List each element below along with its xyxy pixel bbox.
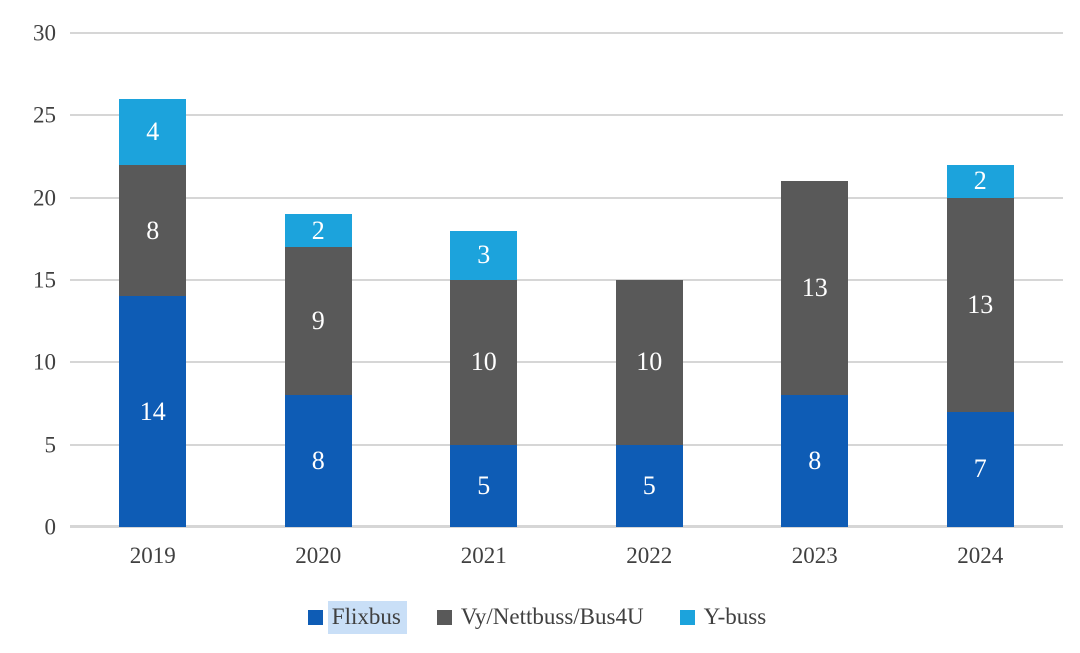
bar-segment: 10	[615, 280, 683, 445]
y-tick-label: 25	[33, 102, 56, 128]
bar-segment: 5	[615, 444, 683, 527]
stacked-bar-2020: 8 9 2	[284, 214, 352, 527]
gridline	[70, 279, 1063, 281]
y-tick-label: 15	[33, 267, 56, 293]
bar-segment: 2	[284, 214, 352, 248]
legend-swatch-icon	[679, 610, 695, 626]
data-label: 8	[146, 215, 160, 245]
legend-item: Y-buss	[679, 601, 773, 634]
bar-segment: 7	[946, 411, 1014, 527]
y-tick-label: 10	[33, 349, 56, 375]
gridline	[70, 196, 1063, 199]
y-tick-label: 30	[33, 20, 56, 46]
y-tick-label: 20	[33, 185, 56, 211]
stacked-bar-2024: 7 13 2	[946, 164, 1014, 527]
data-label: 7	[973, 454, 987, 484]
legend-label: Vy/Nettbuss/Bus4U	[460, 604, 644, 629]
y-tick-label: 5	[44, 432, 57, 458]
data-label: 8	[808, 446, 822, 476]
bar-segment: 8	[119, 164, 187, 297]
x-tick-label: 2019	[129, 543, 176, 568]
legend-label: Y-buss	[703, 604, 767, 629]
x-tick-label: 2023	[791, 543, 838, 568]
y-axis: 0 5 10 15 20 25 30	[0, 22, 57, 539]
stacked-bar-2023: 8 13	[781, 181, 849, 527]
data-label: 8	[311, 446, 325, 476]
x-tick-label: 2024	[957, 543, 1004, 568]
bar-segment: 2	[946, 164, 1014, 198]
bar-segment: 4	[119, 98, 187, 165]
bar-segment: 10	[450, 280, 518, 445]
legend-label: Flixbus	[327, 601, 407, 635]
gridline	[70, 443, 1063, 446]
data-label: 13	[801, 273, 828, 303]
bar-segment: 13	[946, 197, 1014, 412]
legend-item: Flixbus	[307, 601, 407, 635]
gridline	[70, 32, 1063, 35]
legend: Flixbus Vy/Nettbuss/Bus4U Y-buss	[0, 601, 1080, 635]
bar-segment: 14	[119, 296, 187, 527]
stacked-bar-2022: 5 10	[615, 280, 683, 527]
data-label: 4	[146, 116, 160, 146]
x-axis: 2019 2020 2021 2022 2023 2024	[70, 543, 1063, 579]
legend-item: Vy/Nettbuss/Bus4U	[436, 601, 650, 634]
x-tick-label: 2021	[460, 543, 507, 568]
stacked-bar-2019: 14 8 4	[119, 98, 187, 527]
data-label: 2	[973, 166, 987, 196]
data-label: 9	[311, 306, 325, 336]
data-label: 10	[636, 347, 663, 377]
data-label: 5	[642, 470, 656, 500]
data-label: 3	[477, 240, 491, 270]
bar-segment: 5	[450, 444, 518, 527]
data-label: 2	[311, 215, 325, 245]
gridline	[70, 114, 1063, 117]
legend-swatch-icon	[307, 610, 323, 626]
data-label: 10	[470, 347, 497, 377]
x-tick-label: 2022	[626, 543, 673, 568]
y-tick-label: 0	[44, 514, 57, 540]
gridline	[70, 361, 1063, 364]
x-tick-label: 2020	[295, 543, 342, 568]
bar-segment: 3	[450, 230, 518, 281]
legend-swatch-icon	[436, 610, 452, 626]
bar-segment: 13	[781, 181, 849, 396]
stacked-bar-2021: 5 10 3	[450, 230, 518, 527]
bar-segment: 8	[781, 395, 849, 527]
data-label: 13	[967, 289, 994, 319]
bar-segment: 9	[284, 247, 352, 396]
data-label: 5	[477, 470, 491, 500]
plot-area: 14 8 4 8 9 2 5 10 3 5 10 8 13 7 13 2	[70, 32, 1063, 528]
data-label: 14	[139, 396, 166, 426]
x-axis-baseline	[70, 525, 1063, 528]
bar-segment: 8	[284, 395, 352, 527]
